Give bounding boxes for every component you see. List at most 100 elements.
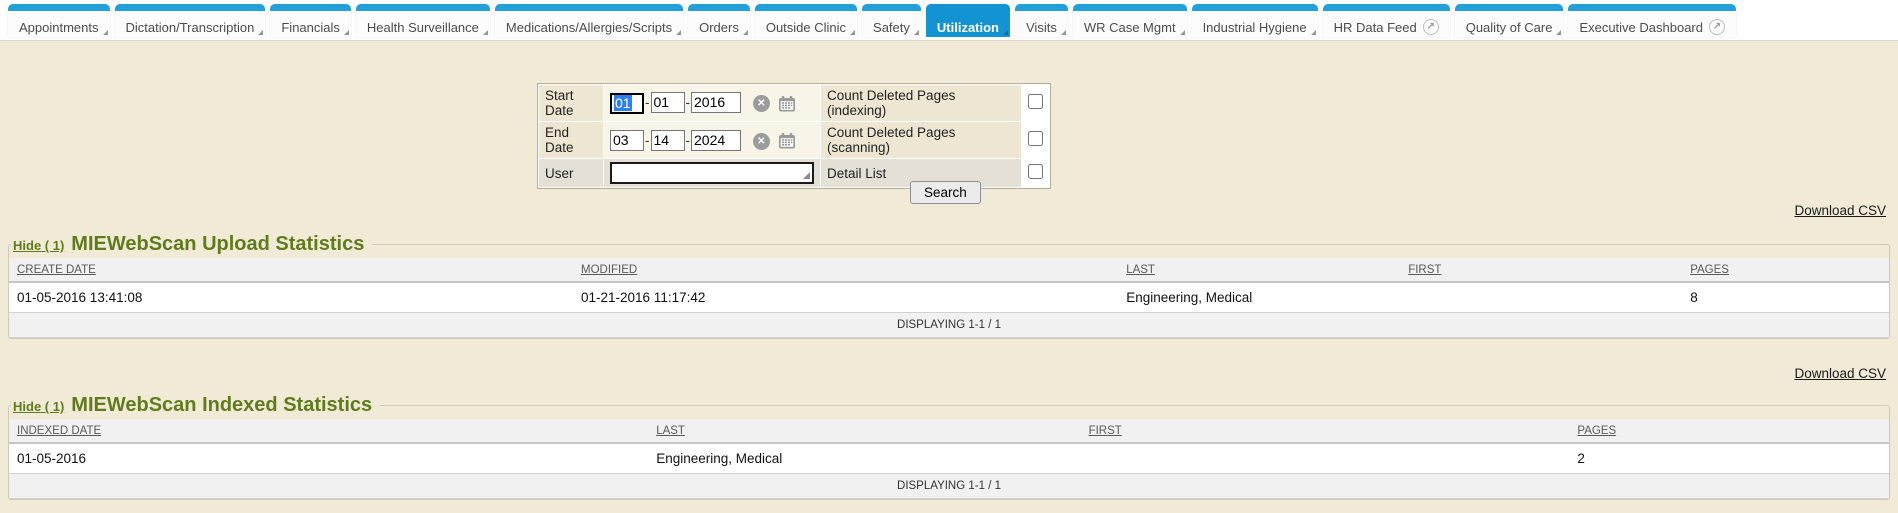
cell-indexed-date: 01-05-2016: [9, 443, 649, 474]
tab-label: Outside Clinic: [765, 19, 847, 35]
resize-grip-icon[interactable]: [803, 172, 810, 179]
tab-safety[interactable]: Safety: [862, 4, 921, 37]
table-header-row: CREATE DATE MODIFIED LAST FIRST PAGES: [9, 258, 1889, 283]
cell-modified: 01-21-2016 11:17:42: [573, 282, 1119, 313]
table-footer-row: DISPLAYING 1-1 / 1: [9, 312, 1889, 338]
column-header-first: FIRST: [1400, 258, 1683, 283]
count-deleted-indexing-label: Count Deleted Pages (indexing): [821, 85, 1021, 121]
selected-text: 01: [614, 95, 632, 112]
sort-link[interactable]: LAST: [1126, 264, 1155, 276]
tab-label: Financials: [281, 19, 340, 35]
tab-label: HR Data Feed: [1333, 19, 1417, 35]
upload-statistics-legend: Hide ( 1) MIEWebScan Upload Statistics: [11, 233, 372, 256]
count-deleted-scanning-label: Count Deleted Pages (scanning): [821, 122, 1021, 158]
tab-label: Safety: [873, 19, 910, 35]
tab-industrial-hygiene[interactable]: Industrial Hygiene: [1191, 4, 1318, 37]
tab-label: Dictation/Transcription: [125, 19, 255, 35]
end-month-input[interactable]: [610, 129, 644, 151]
date-separator: -: [685, 133, 691, 148]
count-deleted-scanning-checkbox[interactable]: [1028, 131, 1043, 146]
tab-utilization[interactable]: Utilization: [925, 4, 1011, 37]
paging-status: DISPLAYING 1-1 / 1: [9, 312, 1889, 338]
clear-date-icon[interactable]: ✕: [752, 132, 770, 150]
search-form: Start Date 01-- ✕ Count Deleted Pages (i…: [537, 83, 1051, 189]
tab-executive-dashboard[interactable]: Executive Dashboard ↗: [1568, 4, 1736, 37]
module-tab-bar: Appointments Dictation/Transcription Fin…: [0, 0, 1898, 41]
paging-status: DISPLAYING 1-1 / 1: [9, 473, 1889, 499]
tab-label: Visits: [1026, 19, 1057, 35]
column-header-create-date: CREATE DATE: [9, 258, 573, 283]
detail-list-checkbox[interactable]: [1028, 164, 1043, 179]
indexed-statistics-legend: Hide ( 1) MIEWebScan Indexed Statistics: [11, 394, 380, 417]
column-header-pages: PAGES: [1682, 258, 1889, 283]
calendar-icon[interactable]: [778, 133, 796, 149]
search-button[interactable]: Search: [910, 181, 981, 204]
external-link-icon: ↗: [1422, 19, 1439, 35]
user-input[interactable]: [610, 162, 814, 184]
tab-financials[interactable]: Financials: [270, 4, 351, 37]
end-year-input[interactable]: [691, 129, 741, 151]
column-header-pages: PAGES: [1569, 419, 1889, 444]
end-date-label: End Date: [539, 122, 603, 158]
count-deleted-indexing-checkbox[interactable]: [1028, 94, 1043, 109]
download-csv-upload-link[interactable]: Download CSV: [1794, 203, 1886, 218]
calendar-icon[interactable]: [778, 95, 796, 112]
cell-last: Engineering, Medical: [648, 443, 1081, 474]
sort-link[interactable]: FIRST: [1408, 264, 1442, 276]
tab-label: Utilization: [936, 19, 999, 35]
upload-statistics-table: CREATE DATE MODIFIED LAST FIRST PAGES 01…: [9, 258, 1889, 338]
indexed-statistics-section: Hide ( 1) MIEWebScan Indexed Statistics …: [8, 394, 1890, 500]
tab-wr-case-mgmt[interactable]: WR Case Mgmt: [1072, 4, 1187, 37]
end-day-input[interactable]: [650, 129, 685, 151]
table-row[interactable]: 01-05-2016 13:41:08 01-21-2016 11:17:42 …: [9, 282, 1889, 313]
tab-orders[interactable]: Orders: [688, 4, 750, 37]
table-header-row: INDEXED DATE LAST FIRST PAGES: [9, 419, 1889, 444]
column-header-modified: MODIFIED: [573, 258, 1119, 283]
start-day-input[interactable]: [650, 91, 685, 113]
start-year-input[interactable]: [691, 91, 741, 113]
indexed-statistics-title: MIEWebScan Indexed Statistics: [71, 394, 373, 416]
cell-create-date: 01-05-2016 13:41:08: [9, 282, 573, 313]
indexed-statistics-table: INDEXED DATE LAST FIRST PAGES 01-05-2016…: [9, 419, 1889, 499]
tab-outside-clinic[interactable]: Outside Clinic: [754, 4, 858, 37]
column-header-last: LAST: [648, 419, 1081, 444]
upload-statistics-title: MIEWebScan Upload Statistics: [71, 233, 365, 255]
sort-link[interactable]: MODIFIED: [581, 264, 638, 276]
column-header-indexed-date: INDEXED DATE: [9, 419, 649, 444]
date-separator: -: [645, 95, 650, 111]
cell-first: [1400, 282, 1683, 313]
date-separator: -: [685, 95, 691, 111]
tab-label: WR Case Mgmt: [1083, 19, 1176, 35]
sort-link[interactable]: PAGES: [1577, 425, 1617, 437]
sort-link[interactable]: CREATE DATE: [17, 264, 96, 276]
table-row[interactable]: 01-05-2016 Engineering, Medical 2: [9, 443, 1889, 474]
download-csv-indexed-link[interactable]: Download CSV: [1794, 366, 1886, 381]
sort-link[interactable]: PAGES: [1690, 264, 1729, 276]
tab-hr-data-feed[interactable]: HR Data Feed ↗: [1322, 4, 1450, 37]
date-separator: -: [645, 133, 650, 148]
tab-appointments[interactable]: Appointments: [8, 4, 110, 37]
sort-link[interactable]: LAST: [656, 425, 685, 437]
cell-pages: 2: [1569, 443, 1889, 474]
tab-dictation-transcription[interactable]: Dictation/Transcription: [114, 4, 266, 37]
column-header-last: LAST: [1118, 258, 1401, 283]
start-month-input[interactable]: 01: [610, 93, 644, 115]
clear-date-icon[interactable]: ✕: [752, 95, 770, 113]
cell-pages: 8: [1682, 282, 1889, 313]
tab-medications-allergies-scripts[interactable]: Medications/Allergies/Scripts: [494, 4, 684, 37]
table-footer-row: DISPLAYING 1-1 / 1: [9, 473, 1889, 499]
tab-quality-of-care[interactable]: Quality of Care: [1454, 4, 1564, 37]
tab-label: Quality of Care: [1465, 19, 1553, 35]
tab-visits[interactable]: Visits: [1015, 4, 1068, 37]
tab-label: Orders: [699, 19, 739, 35]
tab-label: Executive Dashboard: [1579, 19, 1703, 35]
external-link-icon: ↗: [1709, 19, 1725, 35]
column-header-first: FIRST: [1080, 419, 1570, 444]
sort-link[interactable]: INDEXED DATE: [17, 425, 102, 437]
tab-label: Health Surveillance: [366, 19, 479, 35]
tab-health-surveillance[interactable]: Health Surveillance: [355, 4, 490, 37]
hide-indexed-link[interactable]: Hide ( 1): [13, 399, 65, 414]
sort-link[interactable]: FIRST: [1088, 425, 1122, 437]
hide-upload-link[interactable]: Hide ( 1): [13, 238, 65, 253]
